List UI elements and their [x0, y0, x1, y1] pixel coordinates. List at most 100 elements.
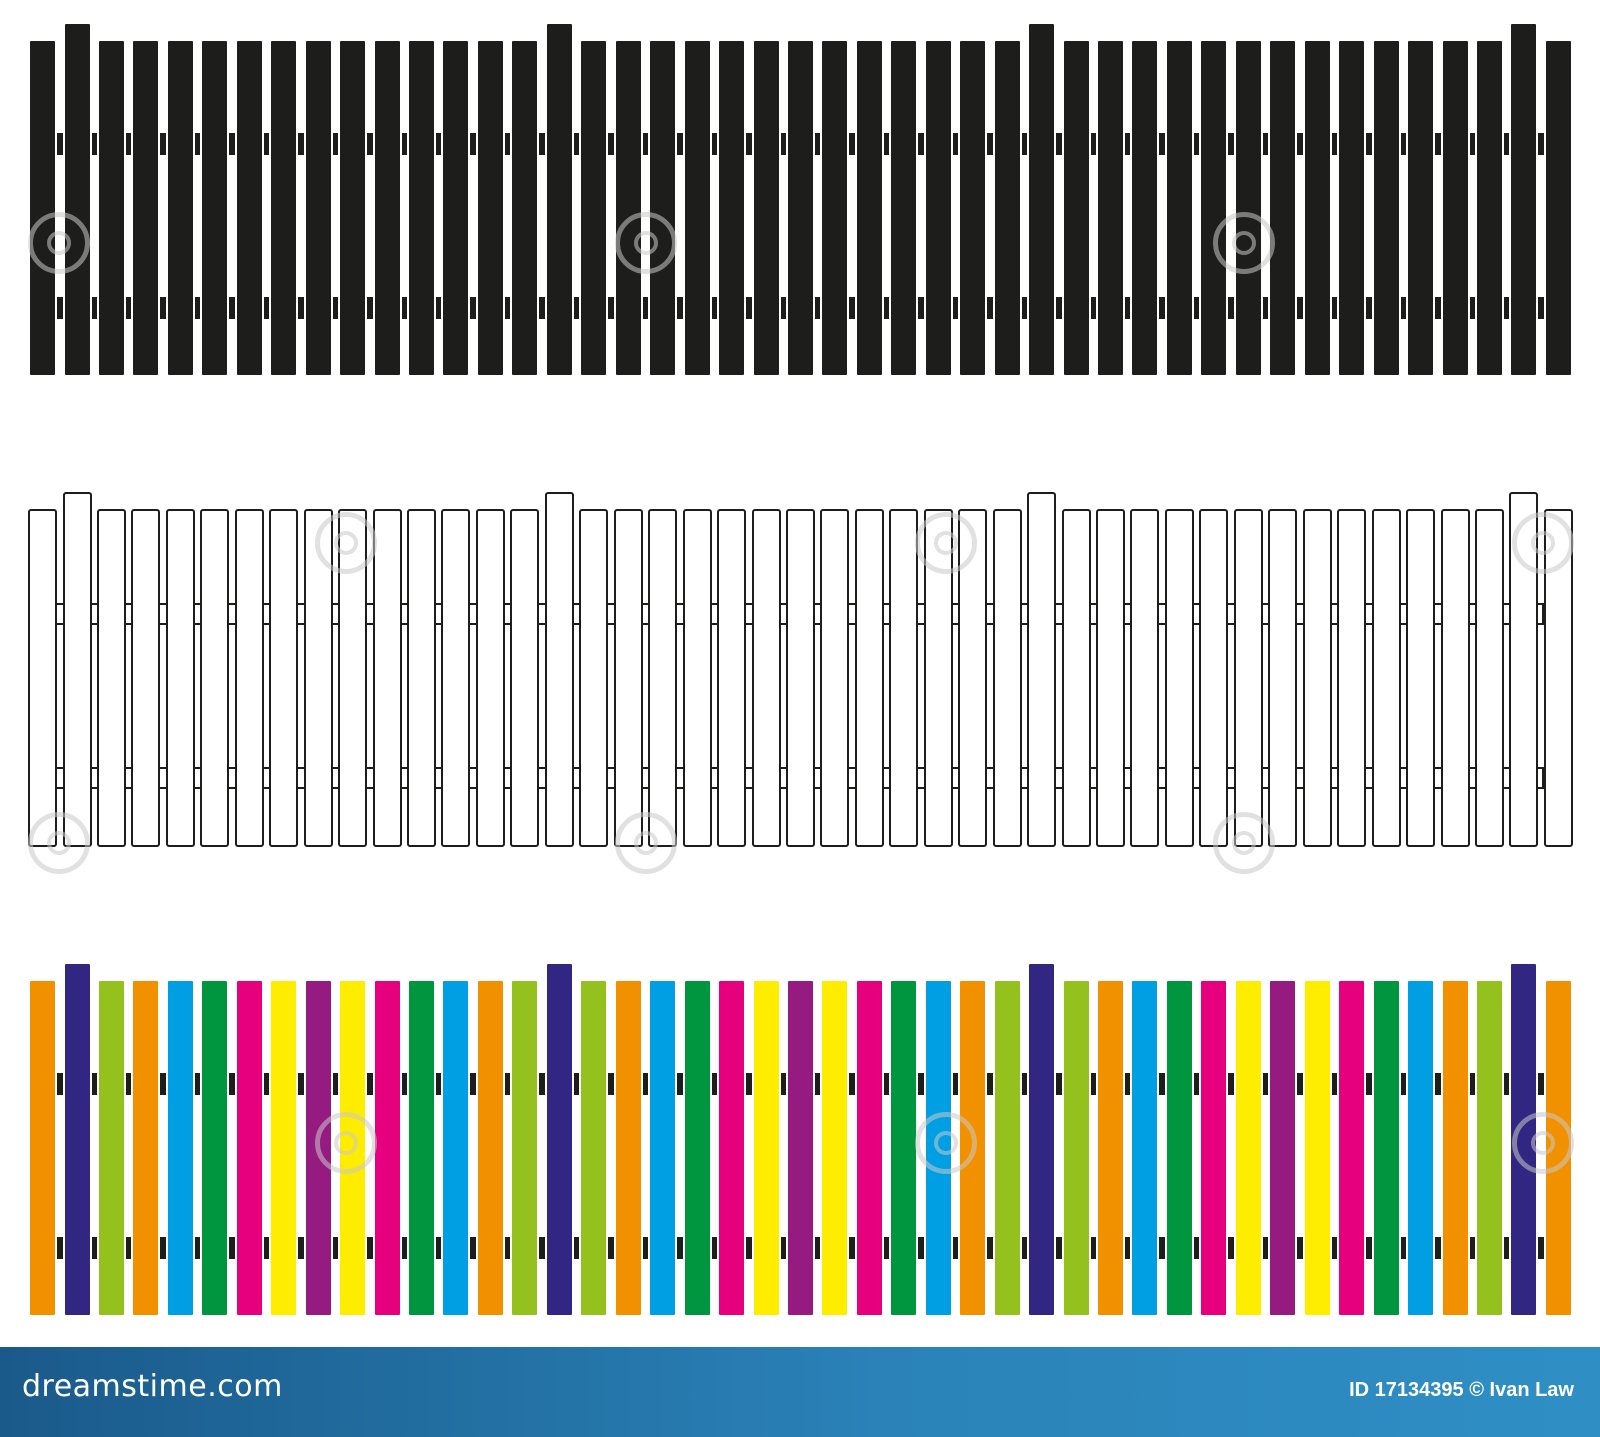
picket: [1440, 979, 1470, 1317]
picket: [441, 979, 471, 1317]
picket: [165, 979, 195, 1317]
picket: [1337, 979, 1367, 1317]
tall-picket: [1027, 492, 1057, 847]
picket: [1096, 39, 1125, 377]
picket: [303, 39, 333, 377]
picket: [1164, 979, 1194, 1317]
picket: [96, 509, 126, 847]
picket: [1406, 509, 1435, 847]
picket: [992, 979, 1022, 1317]
picket: [751, 979, 781, 1317]
picket: [889, 979, 919, 1317]
picket: [785, 39, 815, 377]
picket: [234, 509, 264, 847]
picket: [28, 509, 57, 847]
picket: [785, 979, 815, 1317]
picket: [372, 979, 402, 1317]
tall-picket: [1509, 22, 1539, 377]
picket: [1302, 39, 1332, 377]
picket: [1543, 509, 1573, 847]
picket: [682, 509, 712, 847]
picket: [1371, 509, 1401, 847]
picket: [165, 509, 195, 847]
tall-picket: [544, 22, 574, 377]
picket: [96, 39, 126, 377]
picket: [751, 39, 781, 377]
site-logo[interactable]: dreamstime.com: [22, 1369, 283, 1404]
picket: [475, 979, 505, 1317]
picket: [475, 39, 505, 377]
picket: [131, 979, 161, 1317]
picket: [1543, 979, 1573, 1317]
picket: [854, 979, 884, 1317]
picket: [269, 39, 299, 377]
picket: [717, 979, 746, 1317]
picket: [1371, 39, 1401, 377]
picket: [131, 509, 161, 847]
tall-picket: [544, 492, 574, 847]
picket: [1543, 39, 1573, 377]
picket: [441, 39, 471, 377]
picket: [1474, 39, 1504, 377]
picket: [1268, 39, 1298, 377]
picket: [958, 509, 988, 847]
picket: [269, 509, 299, 847]
picket: [613, 39, 643, 377]
tall-picket: [1509, 492, 1539, 847]
picket: [1474, 979, 1504, 1317]
picket: [717, 509, 746, 847]
picket: [1371, 979, 1401, 1317]
picket: [96, 979, 126, 1317]
picket: [28, 979, 57, 1317]
picket: [958, 39, 988, 377]
tall-picket: [62, 962, 92, 1317]
tall-picket: [62, 492, 92, 847]
picket: [579, 979, 609, 1317]
picket: [200, 979, 230, 1317]
picket: [407, 39, 436, 377]
picket: [1130, 509, 1160, 847]
tall-picket: [1027, 22, 1057, 377]
picket: [1302, 509, 1332, 847]
picket: [820, 509, 850, 847]
tall-picket: [1509, 962, 1539, 1317]
picket: [28, 39, 57, 377]
picket: [1406, 39, 1435, 377]
picket: [1199, 979, 1229, 1317]
picket: [1199, 509, 1229, 847]
picket: [1268, 509, 1298, 847]
image-credit: ID 17134395 © Ivan Law: [1349, 1379, 1574, 1401]
picket: [1337, 39, 1367, 377]
picket: [200, 39, 230, 377]
picket: [1440, 39, 1470, 377]
picket: [407, 979, 436, 1317]
picket: [1061, 509, 1091, 847]
tall-picket: [544, 962, 574, 1317]
picket: [338, 39, 368, 377]
picket: [648, 39, 678, 377]
picket: [613, 979, 643, 1317]
picket: [1302, 979, 1332, 1317]
picket: [854, 509, 884, 847]
picket: [1440, 509, 1470, 847]
picket: [579, 509, 609, 847]
picket: [1061, 39, 1091, 377]
picket: [1096, 979, 1125, 1317]
picket: [441, 509, 471, 847]
picket: [338, 979, 368, 1317]
picket: [1233, 39, 1263, 377]
picket: [303, 979, 333, 1317]
picket: [1130, 39, 1160, 377]
picket: [923, 509, 953, 847]
picket: [1474, 509, 1504, 847]
picket: [234, 979, 264, 1317]
picket: [165, 39, 195, 377]
picket: [682, 39, 712, 377]
picket: [992, 509, 1022, 847]
picket: [1233, 979, 1263, 1317]
picket: [648, 979, 678, 1317]
picket: [854, 39, 884, 377]
tall-picket: [1027, 962, 1057, 1317]
picket: [1406, 979, 1435, 1317]
